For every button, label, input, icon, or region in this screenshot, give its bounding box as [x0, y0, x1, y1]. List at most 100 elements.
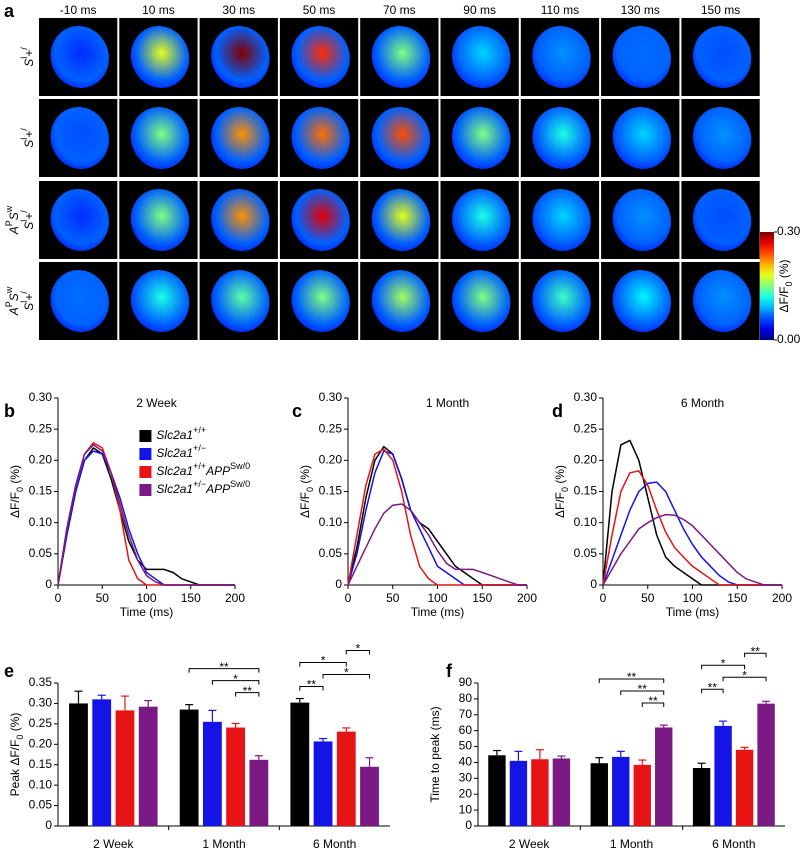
- cell-signal: [291, 26, 350, 88]
- y-tick-label: 0.25: [574, 421, 598, 435]
- y-tick-label: 80: [459, 691, 473, 705]
- bar: [633, 764, 651, 826]
- y-tick-label: 0.25: [319, 421, 343, 435]
- cell-signal: [130, 26, 190, 88]
- significance-label: **: [708, 680, 718, 694]
- y-tick-label: 90: [459, 675, 473, 689]
- cell-signal: [130, 189, 190, 251]
- y-tick-label: 60: [459, 723, 473, 737]
- x-tick-label: 150: [472, 591, 492, 605]
- chart-title: 1 Month: [426, 396, 469, 410]
- gene: S: [22, 222, 36, 230]
- panel-label: c: [292, 401, 302, 421]
- superscript: l: [19, 57, 29, 59]
- bar: [590, 763, 608, 826]
- cell-signal: [371, 189, 431, 251]
- cell-signal: [291, 270, 350, 332]
- time-label: 30 ms: [222, 3, 255, 17]
- series-line: [347, 450, 527, 586]
- text-part: ΔF/F: [8, 492, 22, 518]
- gene: Slc2a1: [156, 428, 193, 442]
- x-tick-label: 0: [600, 591, 607, 605]
- y-tick-label: 0.15: [29, 484, 53, 498]
- superscript: /: [19, 210, 29, 213]
- y-axis-label: ΔF/F0 (%): [8, 465, 25, 518]
- significance-label: **: [638, 682, 648, 696]
- cell-signal: [50, 189, 109, 251]
- significance-bracket: [744, 652, 767, 658]
- x-tick-label: 50: [386, 591, 400, 605]
- gene: A: [7, 307, 21, 316]
- cell-signal: [50, 26, 109, 88]
- y-tick-label: 0.15: [29, 757, 53, 771]
- cell-signal: [50, 270, 109, 332]
- bar: [360, 766, 379, 826]
- superscript: l: [19, 301, 29, 303]
- legend-swatch: [139, 466, 152, 478]
- text-part: Peak ΔF/F: [8, 740, 22, 797]
- superscript: Sw/0: [230, 479, 250, 489]
- significance-bracket: [322, 674, 371, 679]
- significance-bracket: [701, 664, 746, 670]
- y-tick-label: 0: [465, 818, 472, 832]
- chart-title: 2 Week: [136, 396, 177, 410]
- text-part: ΔF/F: [777, 287, 791, 313]
- x-tick-label: 50: [96, 591, 110, 605]
- text-part: (%): [298, 465, 312, 487]
- bar: [202, 721, 222, 826]
- y-tick-label: 0.30: [319, 390, 343, 404]
- bar: [714, 725, 732, 826]
- superscript: /: [19, 128, 29, 131]
- time-label: 50 ms: [303, 3, 336, 17]
- series-line: [347, 445, 527, 586]
- chart-title: 6 Month: [681, 396, 724, 410]
- cell-signal: [371, 270, 431, 332]
- gene: A: [7, 226, 21, 235]
- x-tick-label: 1 Month: [610, 837, 653, 851]
- cell-signal: [612, 189, 672, 251]
- legend-swatch: [139, 484, 152, 496]
- bar: [488, 755, 506, 826]
- series-line: [347, 448, 527, 586]
- y-tick-label: 0.05: [319, 546, 343, 560]
- text-part: (%): [777, 259, 791, 281]
- y-tick-label: 0.20: [29, 736, 53, 750]
- y-tick-label: 0.10: [29, 515, 53, 529]
- superscript: w: [4, 205, 14, 213]
- bar: [115, 710, 135, 826]
- y-tick-label: 0.30: [29, 696, 53, 710]
- superscript: l: [19, 220, 29, 222]
- significance-bracket: [598, 678, 665, 683]
- x-tick-label: 200: [225, 591, 245, 605]
- legend-label: Slc2a1+/+: [156, 425, 206, 442]
- bar: [509, 760, 528, 826]
- cell-signal: [452, 270, 511, 332]
- superscript: P: [4, 301, 14, 307]
- y-tick-label: 0.05: [29, 546, 53, 560]
- y-tick-label: 0.25: [29, 421, 53, 435]
- gene: S: [22, 140, 36, 148]
- gene: S: [7, 212, 21, 220]
- bar: [92, 699, 112, 826]
- cell-signal: [211, 270, 270, 332]
- cell-signal: [291, 189, 350, 251]
- time-label: 70 ms: [383, 3, 416, 17]
- cell-signal: [211, 26, 270, 88]
- x-tick-label: 150: [181, 591, 201, 605]
- cell-signal: [50, 107, 109, 169]
- significance-label: **: [243, 684, 253, 698]
- cell-signal: [211, 189, 270, 251]
- significance-label: *: [356, 642, 361, 656]
- significance-bracket: [620, 690, 665, 695]
- text-part: 0: [305, 487, 315, 492]
- time-label: 10 ms: [142, 3, 175, 17]
- cell-signal: [692, 189, 752, 251]
- y-tick-label: 0.20: [319, 453, 343, 467]
- text-part: ΔF/F: [298, 492, 312, 518]
- bar: [612, 756, 630, 826]
- y-tick-label: 0.10: [319, 515, 343, 529]
- cell-signal: [211, 107, 270, 169]
- superscript: +/+: [193, 425, 206, 435]
- text-part: 0: [15, 487, 25, 492]
